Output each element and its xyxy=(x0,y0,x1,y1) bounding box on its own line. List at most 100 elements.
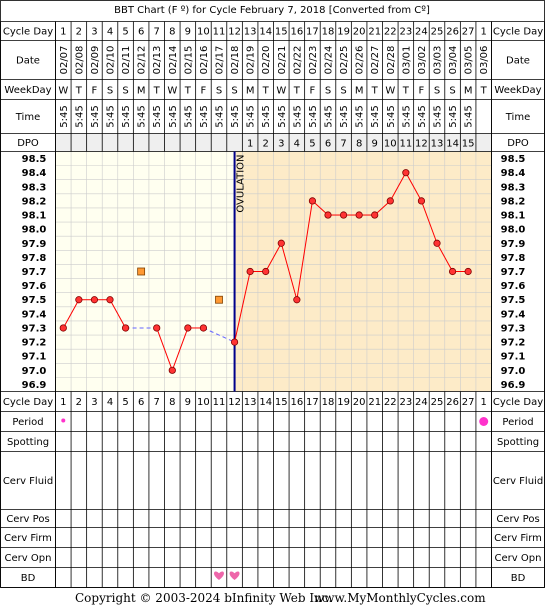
temp-line-segment xyxy=(171,327,189,371)
cycle-day-cell-bottom: 17 xyxy=(306,397,319,408)
cycle-day-cell: 20 xyxy=(353,27,366,38)
copyright-text: Copyright © 2003-2024 bInfinity Web Inc. xyxy=(75,591,332,605)
y-tick-label-left: 97.0 xyxy=(22,366,47,377)
weekday-label-right: WeekDay xyxy=(494,85,541,96)
date-cell: 02/10 xyxy=(106,46,117,75)
y-tick-label-right: 98.0 xyxy=(501,225,526,236)
temp-point xyxy=(433,239,441,247)
y-tick-label-right: 97.5 xyxy=(501,295,526,306)
date-cell: 03/04 xyxy=(448,46,459,75)
weekday-cell: M xyxy=(246,86,255,97)
temp-point xyxy=(106,296,114,304)
cycle-day-cell: 21 xyxy=(368,27,381,38)
period-label-left: Period xyxy=(12,417,43,428)
date-cell: 02/22 xyxy=(292,46,303,75)
cycle-day-cell-bottom: 1 xyxy=(481,397,487,408)
y-tick-label-right: 97.4 xyxy=(501,309,526,320)
temp-line-segment xyxy=(265,243,282,272)
dpo-cell: 3 xyxy=(278,139,284,150)
date-label-left: Date xyxy=(16,56,40,67)
temp-point xyxy=(355,211,363,219)
cycle-day-label-right: Cycle Day xyxy=(493,397,543,408)
y-tick-label-right: 97.0 xyxy=(501,366,526,377)
y-tick-label-left: 98.1 xyxy=(22,211,47,222)
y-tick-label-left: 97.7 xyxy=(22,267,47,278)
time-label-right: Time xyxy=(505,112,530,123)
weekday-cell: T xyxy=(75,86,83,97)
temp-line-segment xyxy=(436,243,454,272)
temp-point xyxy=(277,239,285,247)
cycle-day-cell-bottom: 24 xyxy=(415,397,428,408)
cycle-day-cell: 10 xyxy=(197,27,210,38)
cycle-day-cell: 7 xyxy=(154,27,160,38)
cycle-day-cell-bottom: 4 xyxy=(107,397,113,408)
cycle-day-cell-bottom: 3 xyxy=(91,397,97,408)
time-cell: 5:45 xyxy=(230,105,241,127)
cycle-day-cell: 1 xyxy=(60,27,66,38)
temp-point xyxy=(308,197,317,205)
date-cell: 03/01 xyxy=(401,46,412,75)
cycle-day-cell: 8 xyxy=(169,27,175,38)
cycle-day-cell-bottom: 21 xyxy=(368,397,381,408)
cycle-day-cell: 3 xyxy=(91,27,97,38)
temp-point xyxy=(59,324,67,332)
temp-point xyxy=(464,267,472,276)
weekday-cell: T xyxy=(293,86,301,97)
temp-point xyxy=(324,211,332,219)
time-cell: 5:45 xyxy=(308,105,319,127)
y-tick-label-right: 97.8 xyxy=(501,253,526,264)
weekday-cell: S xyxy=(107,86,113,97)
bd-heart-icon xyxy=(214,571,224,580)
y-tick-label-left: 98.3 xyxy=(22,182,47,193)
weekday-cell: M xyxy=(464,86,473,97)
temp-line-segment xyxy=(420,200,438,244)
date-cell: 03/02 xyxy=(417,46,428,75)
weekday-cell: T xyxy=(262,86,270,97)
cycle-day-label-left: Cycle Day xyxy=(3,27,53,38)
cycle-day-cell-bottom: 11 xyxy=(213,397,226,408)
y-tick-label-left: 97.1 xyxy=(22,352,47,363)
cycle-day-cell-bottom: 9 xyxy=(185,397,191,408)
y-tick-label-right: 97.6 xyxy=(501,281,526,292)
date-cell: 02/19 xyxy=(246,46,257,75)
cycle-day-cell: 19 xyxy=(337,27,350,38)
post-ovulation-background xyxy=(234,151,492,392)
weekday-cell: W xyxy=(276,86,286,97)
date-cell: 02/14 xyxy=(168,46,179,75)
temp-point xyxy=(230,338,239,346)
temp-point xyxy=(371,211,379,219)
date-cell: 03/05 xyxy=(464,46,475,75)
temp-line-segment xyxy=(296,200,313,300)
cycle-day-cell-bottom: 20 xyxy=(353,397,366,408)
temp-point xyxy=(417,197,426,205)
temp-point xyxy=(121,324,130,332)
dpo-cell: 10 xyxy=(384,139,397,150)
time-cell: 5:45 xyxy=(59,105,70,127)
date-cell: 02/20 xyxy=(261,46,272,75)
cycle-day-cell-bottom: 18 xyxy=(322,397,335,408)
y-tick-label-left: 97.2 xyxy=(22,338,47,349)
time-cell: 5:45 xyxy=(339,105,350,127)
weekday-cell: F xyxy=(201,86,207,97)
y-tick-label-left: 96.9 xyxy=(22,380,47,391)
date-cell: 02/07 xyxy=(59,46,70,75)
cycle-day-cell: 25 xyxy=(431,27,444,38)
cycle-day-cell: 11 xyxy=(213,27,226,38)
temp-line-segment xyxy=(156,327,173,371)
cerv-fluid-label-left: Cerv Fluid xyxy=(3,476,53,487)
weekday-cell: S xyxy=(325,86,331,97)
dpo-cell: 12 xyxy=(415,139,428,150)
cycle-day-cell-bottom: 1 xyxy=(60,397,66,408)
discarded-temp-marker xyxy=(137,267,146,276)
site-link[interactable]: www.MyMonthlyCycles.com xyxy=(314,591,486,605)
temp-gap-line xyxy=(203,327,235,343)
time-cell: 5:45 xyxy=(261,105,272,127)
y-tick-label-left: 97.4 xyxy=(22,309,47,320)
dpo-cell: 4 xyxy=(294,139,300,150)
temp-line-segment xyxy=(109,299,127,329)
dpo-cell: 6 xyxy=(325,139,331,150)
spotting-label-left: Spotting xyxy=(7,437,49,448)
time-cell: 5:45 xyxy=(355,105,366,127)
dpo-label-right: DPO xyxy=(507,138,529,149)
weekday-cell: T xyxy=(371,86,379,97)
